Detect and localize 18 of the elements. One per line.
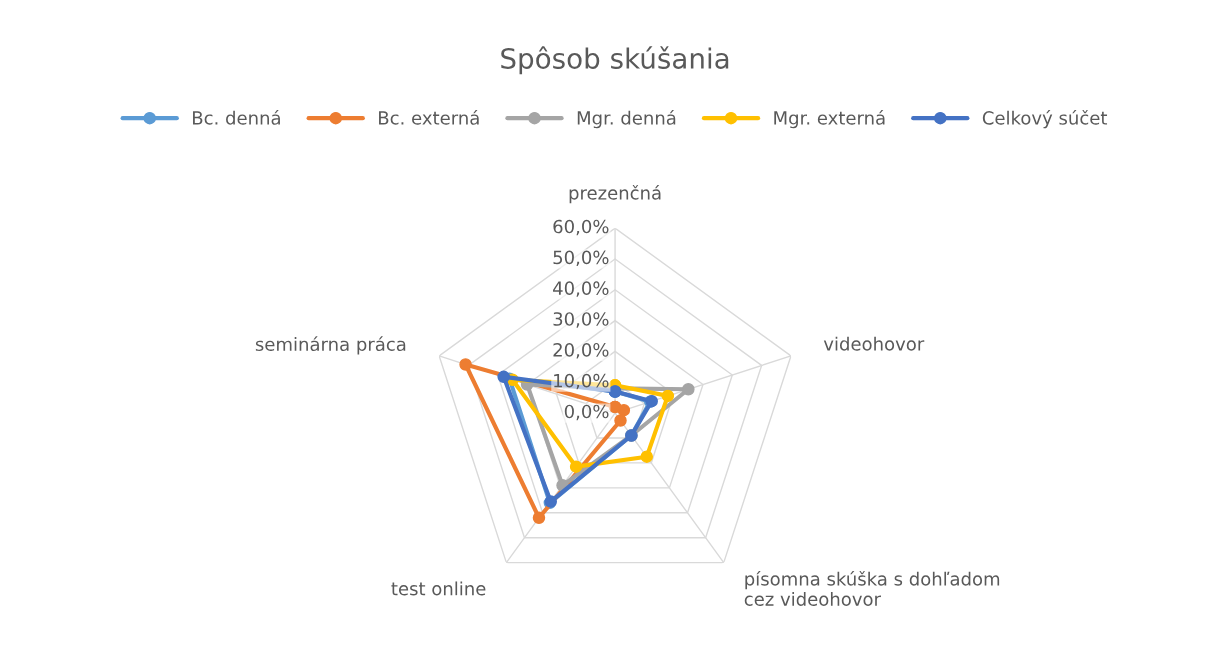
y-tick-label: 60,0% (553, 219, 609, 236)
spoke-label: seminárna práca (255, 336, 406, 355)
legend-label: Bc. externá (379, 110, 479, 125)
spoke-label: test online (391, 581, 486, 596)
chart-title: Spôsob skúšania (501, 46, 729, 75)
y-tick-label: 40,0% (553, 281, 609, 297)
y-tick-label: 50,0% (553, 250, 609, 267)
legend-label: Bc. denná (193, 110, 280, 125)
y-tick-label: 10,0% (554, 373, 609, 390)
spoke-label: písomna skúška s dohľadom cez videohovor (744, 570, 1000, 606)
legend-label: Mgr. externá (774, 110, 885, 129)
y-tick-label: 30,0% (553, 312, 609, 328)
y-tick-label: 0,0% (564, 404, 609, 421)
spoke-label: prezenčná (569, 185, 661, 204)
legend-label: Mgr. denná (577, 110, 676, 129)
legend-label: Celkový súčet (982, 110, 1108, 129)
spoke-label: videohovor (823, 336, 925, 351)
y-tick-label: 20,0% (553, 343, 609, 359)
